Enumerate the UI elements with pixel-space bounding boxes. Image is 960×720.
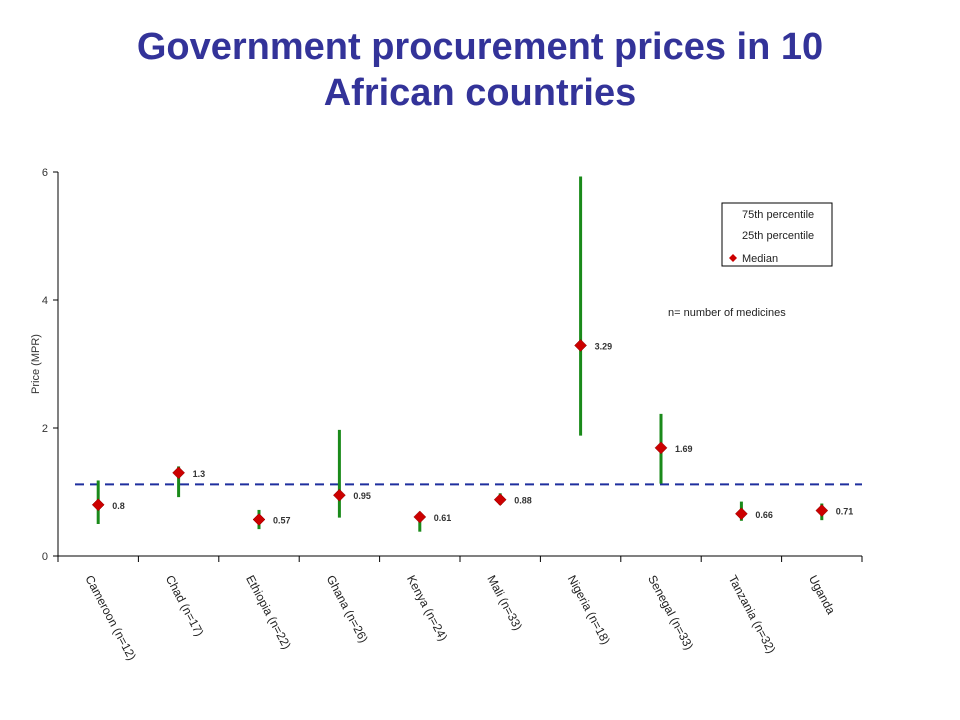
legend-label-75th: 75th percentile: [742, 209, 814, 221]
median-value-label: 0.61: [434, 513, 452, 523]
chart-title: Government procurement prices in 10 Afri…: [0, 24, 960, 116]
y-tick-label: 4: [42, 295, 48, 307]
median-marker: [654, 441, 668, 455]
x-tick-label: Senegal (n=33): [645, 573, 696, 652]
y-axis-label: Price (MPR): [30, 334, 42, 394]
legend-box: [721, 202, 833, 267]
median-value-label: 0.88: [514, 496, 532, 506]
annotation-text: n= number of medicines: [668, 307, 786, 319]
median-value-label: 1.69: [675, 444, 693, 454]
x-tick-label: Ethiopia (n=22): [243, 573, 294, 652]
x-tick-labels: Cameroon (n=12) Chad (n=17) Ethiopia (n=22…: [82, 573, 838, 663]
y-tick-label: 0: [42, 551, 48, 563]
axes: 0 2 4 6 Price (MPR) n= number of medicines: [30, 167, 863, 563]
median-marker: [413, 510, 427, 524]
x-tick-label: Ghana (n=26): [324, 573, 371, 645]
chart-title-line-1: Government procurement prices in 10: [136, 26, 824, 68]
median-value-label: 3.29: [595, 341, 613, 351]
chart-title-line-2: African countries: [323, 72, 637, 114]
legend: 75th percentile 25th percentile Median: [721, 202, 833, 267]
data-labels: 0.8 1.3 0.57 0.95 0.61 0.88 3.29 1.69 0.66 0.71: [112, 341, 853, 525]
median-value-label: 0.95: [353, 491, 371, 501]
median-markers: [91, 339, 829, 526]
median-marker: [493, 493, 507, 507]
median-marker: [252, 513, 266, 526]
median-marker: [333, 488, 346, 502]
percentile-ranges: [96, 176, 824, 532]
y-tick-label: 2: [42, 423, 48, 435]
legend-median-marker: [729, 254, 737, 262]
x-tick-label: Kenya (n=24): [404, 573, 450, 643]
x-tick-label: Chad (n=17): [163, 573, 207, 639]
median-marker: [815, 504, 829, 517]
median-value-label: 0.66: [755, 510, 773, 520]
median-value-label: 1.3: [193, 469, 206, 479]
median-marker: [574, 339, 587, 352]
median-value-label: 0.57: [273, 516, 291, 526]
x-tick-label: Uganda: [806, 573, 838, 617]
x-tick-label: Nigeria (n=18): [565, 573, 613, 647]
median-value-label: 0.71: [836, 507, 854, 517]
x-tick-label: Cameroon (n=12): [82, 573, 139, 663]
x-tick-label: Tanzania (n=32): [726, 573, 779, 656]
median-marker: [172, 466, 185, 480]
y-tick-label: 6: [42, 167, 48, 179]
median-value-label: 0.8: [112, 501, 125, 511]
legend-label-25th: 25th percentile: [742, 230, 814, 242]
median-marker: [91, 498, 105, 512]
x-tick-label: Mali (n=33): [484, 573, 525, 633]
legend-label-median: Median: [742, 253, 778, 265]
median-marker: [735, 507, 748, 521]
